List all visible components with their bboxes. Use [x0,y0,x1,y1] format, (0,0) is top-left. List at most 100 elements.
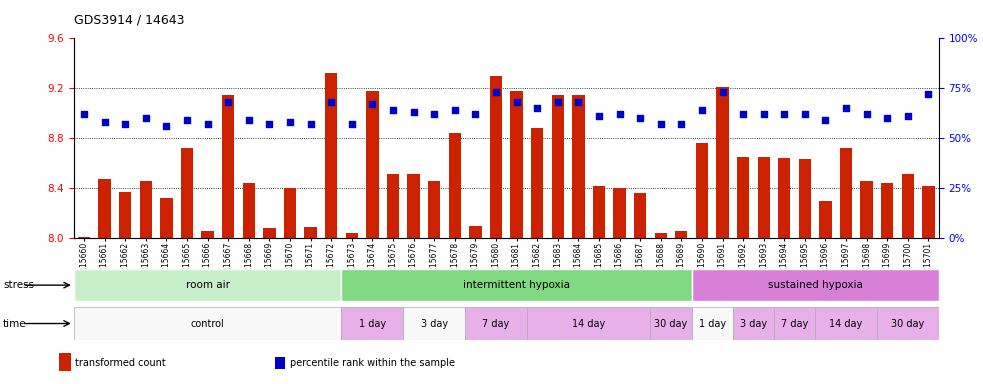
Text: transformed count: transformed count [75,358,165,368]
Bar [774,307,815,340]
Point [447,107,463,113]
Bar [799,159,811,238]
Bar [490,76,502,238]
Point [385,107,401,113]
Text: 30 day: 30 day [655,318,688,329]
Bar [675,230,687,238]
Bar [407,174,420,238]
Text: 1 day: 1 day [699,318,725,329]
Bar [119,192,132,238]
Point [591,113,607,119]
Bar [839,148,852,238]
Bar [222,94,234,238]
Bar [593,186,606,238]
Point [880,115,896,121]
Bar [692,307,732,340]
Bar [527,307,651,340]
Bar [98,179,111,238]
Point [694,107,710,113]
Bar [717,87,728,238]
Text: time: time [3,318,27,329]
Bar [448,133,461,238]
Bar [758,157,770,238]
Point [859,111,875,118]
Bar [428,180,440,238]
Bar [181,148,194,238]
Text: 30 day: 30 day [892,318,924,329]
Text: percentile rank within the sample: percentile rank within the sample [290,358,455,368]
Bar [901,174,914,238]
Text: control: control [191,318,224,329]
Text: 7 day: 7 day [483,318,509,329]
Point [715,89,730,95]
Text: intermittent hypoxia: intermittent hypoxia [463,280,570,290]
Bar [305,227,317,238]
Point [200,121,215,127]
Point [921,91,937,98]
Bar [59,353,71,371]
Text: 14 day: 14 day [572,318,606,329]
Bar [819,200,832,238]
Point [303,121,318,127]
Point [632,115,648,121]
Point [570,99,586,105]
Point [549,99,565,105]
Bar [572,94,585,238]
Point [365,101,380,108]
Point [76,111,91,118]
Bar [696,143,708,238]
Bar [860,180,873,238]
Bar [510,91,523,238]
Text: 3 day: 3 day [421,318,447,329]
Bar [403,307,465,340]
Bar [263,228,275,238]
Point [508,99,524,105]
Text: GDS3914 / 14643: GDS3914 / 14643 [74,13,184,26]
Point [529,105,545,111]
Point [117,121,133,127]
Point [241,117,257,123]
Bar [815,307,877,340]
Bar [341,269,692,301]
Bar [655,233,666,238]
Bar [284,188,296,238]
Text: 3 day: 3 day [740,318,767,329]
Point [653,121,668,127]
Point [282,119,298,125]
Bar [732,307,774,340]
Point [158,123,174,129]
Point [611,111,627,118]
Point [96,119,112,125]
Point [673,121,689,127]
Bar [613,188,626,238]
Point [138,115,153,121]
Bar [531,128,544,238]
Bar [346,233,358,238]
Text: 7 day: 7 day [781,318,808,329]
Point [777,111,792,118]
Point [427,111,442,118]
Point [489,89,504,95]
Bar [634,193,646,238]
Bar [779,158,790,238]
Point [900,113,916,119]
Bar [78,237,90,238]
Point [735,111,751,118]
Point [323,99,339,105]
Point [220,99,236,105]
Bar [692,269,939,301]
Bar [275,357,285,369]
Point [344,121,360,127]
Bar [651,307,692,340]
Bar [341,307,403,340]
Point [179,117,195,123]
Bar [74,269,341,301]
Text: 14 day: 14 day [830,318,863,329]
Bar [386,174,399,238]
Bar [160,198,173,238]
Bar [551,94,564,238]
Bar [202,230,213,238]
Bar [325,73,337,238]
Bar [881,183,894,238]
Text: stress: stress [3,280,34,290]
